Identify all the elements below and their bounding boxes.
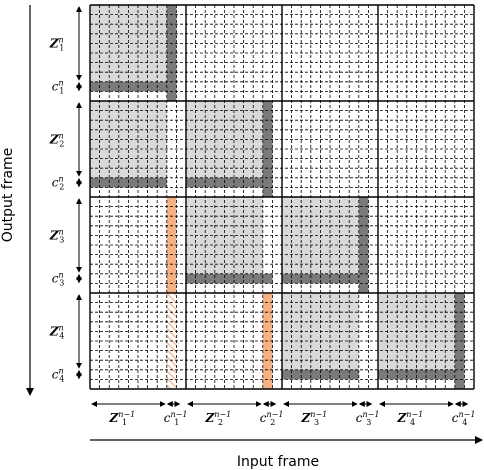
dark-row-r3-c2 [186, 273, 273, 284]
dark-col-r4-c4 [454, 293, 465, 389]
dark-row-r1-c1 [90, 81, 177, 92]
dark-col-r3-c3 [358, 197, 369, 293]
x-axis-title: Input frame [237, 454, 319, 470]
col-label-z-4: Zn−1 4 [397, 410, 424, 427]
col-label-z-1: Zn−1 1 [109, 410, 136, 427]
grid-lines [89, 4, 475, 390]
y-axis-title: Output frame [0, 148, 16, 243]
row-label-c-1: cn 1 [52, 79, 65, 96]
row-label-z-3: Zn 3 [49, 227, 65, 244]
col-label-c-1: cn−1 1 [164, 410, 188, 427]
dark-row-r4-c4 [378, 369, 455, 380]
col-label-c-2: cn−1 2 [260, 410, 284, 427]
labels: Zn 1 cn 1 Zn 2 cn 2 Zn 3 cn 3 Zn 4 cn 4 Zn−1 1 cn−1 1 Zn−1 2 c… [49, 5, 476, 427]
row-label-z-1: Zn 1 [49, 35, 65, 52]
row-label-c-3: cn 3 [52, 271, 65, 288]
row-label-z-4: Zn 4 [49, 323, 65, 340]
row-label-c-2: cn 2 [52, 175, 65, 192]
dark-row-r3-c3 [282, 273, 359, 284]
row-label-c-4: cn 4 [52, 367, 65, 384]
axes [26, 5, 483, 444]
dark-row-r2-c2 [186, 177, 273, 188]
row-label-z-2: Zn 2 [49, 131, 65, 148]
col-label-c-3: cn−1 3 [356, 410, 380, 427]
dark-row-r4-c3 [282, 369, 359, 380]
col-label-z-2: Zn−1 2 [205, 410, 232, 427]
col-label-z-3: Zn−1 3 [301, 410, 328, 427]
col-label-c-4: cn−1 4 [452, 410, 476, 427]
